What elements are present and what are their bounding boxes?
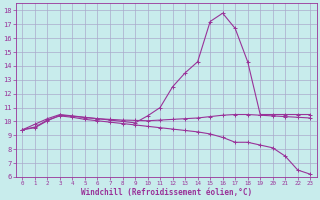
X-axis label: Windchill (Refroidissement éolien,°C): Windchill (Refroidissement éolien,°C) <box>81 188 252 197</box>
